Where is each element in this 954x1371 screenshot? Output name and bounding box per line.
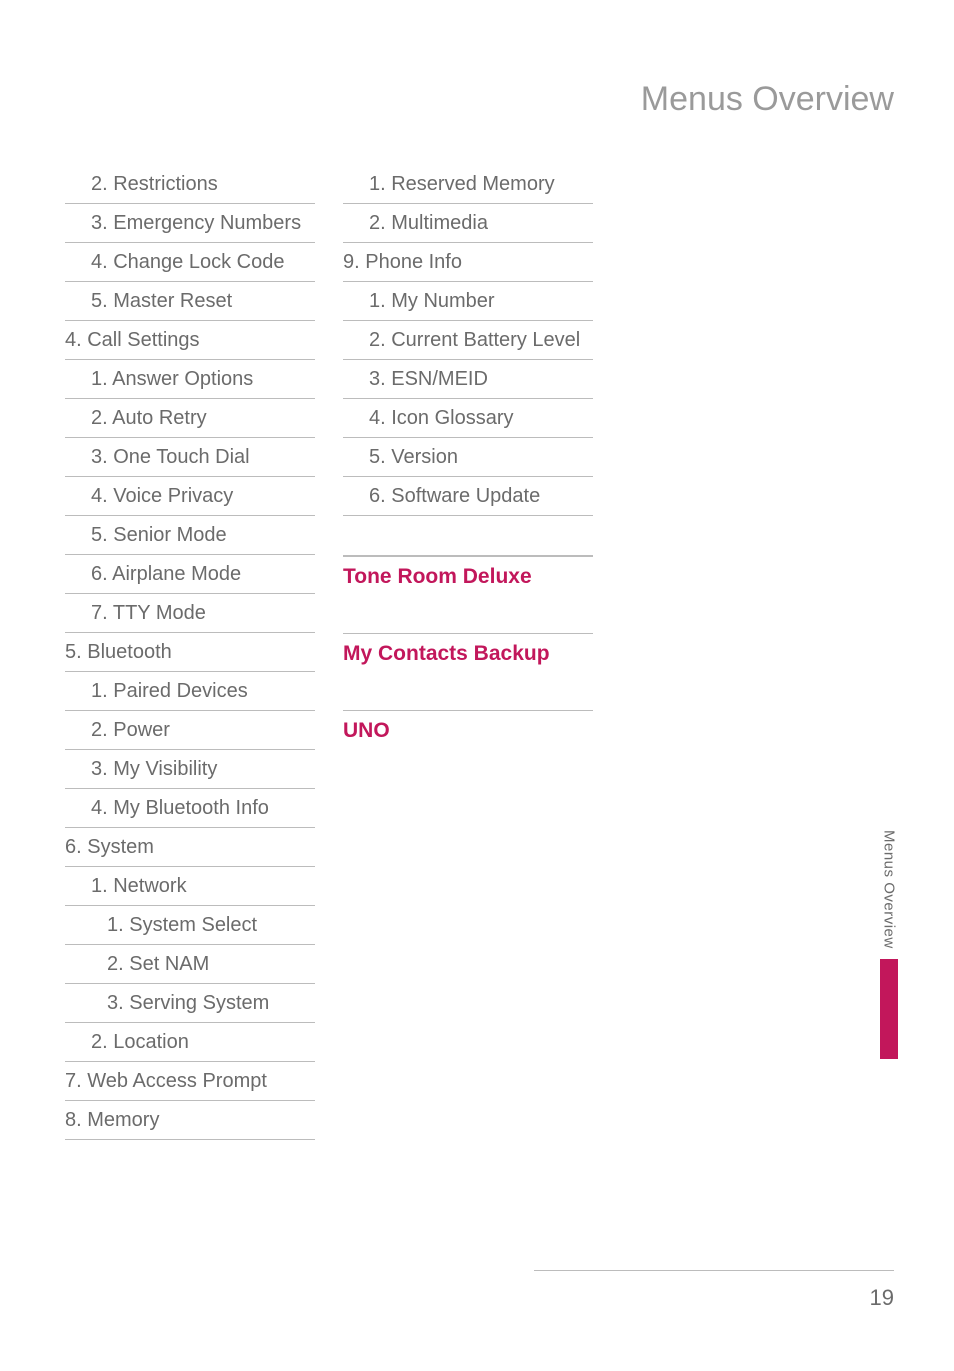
menu-item: 4. My Bluetooth Info: [65, 789, 315, 828]
menu-item: 6. Airplane Mode: [65, 555, 315, 594]
menu-item: 3. My Visibility: [65, 750, 315, 789]
menu-item: 1. Network: [65, 867, 315, 906]
menu-item: 3. Emergency Numbers: [65, 204, 315, 243]
menu-item: 1. Paired Devices: [65, 672, 315, 711]
footer-rule: [534, 1270, 894, 1271]
menu-item: 7. TTY Mode: [65, 594, 315, 633]
section-divider: [343, 516, 593, 556]
menu-item: 3. One Touch Dial: [65, 438, 315, 477]
menu-item: 2. Restrictions: [65, 165, 315, 204]
menu-item: 9. Phone Info: [343, 243, 593, 282]
column-2: 1. Reserved Memory 2. Multimedia 9. Phon…: [343, 165, 593, 1140]
menu-item: 1. System Select: [65, 906, 315, 945]
section-tone-room: Tone Room Deluxe: [343, 556, 593, 595]
menu-item: 2. Current Battery Level: [343, 321, 593, 360]
menu-item: 4. Voice Privacy: [65, 477, 315, 516]
menu-item: 4. Icon Glossary: [343, 399, 593, 438]
section-uno: UNO: [343, 710, 593, 749]
page-title: Menus Overview: [641, 80, 894, 119]
menu-item: 5. Version: [343, 438, 593, 477]
page-number: 19: [870, 1285, 894, 1311]
menu-item: 3. Serving System: [65, 984, 315, 1023]
menu-item: 4. Change Lock Code: [65, 243, 315, 282]
menu-item: 1. Reserved Memory: [343, 165, 593, 204]
menu-item: 2. Set NAM: [65, 945, 315, 984]
menu-item: 2. Power: [65, 711, 315, 750]
menu-item: 6. Software Update: [343, 477, 593, 516]
section-my-contacts: My Contacts Backup: [343, 633, 593, 672]
menu-item: 7. Web Access Prompt: [65, 1062, 315, 1101]
side-tab: Menus Overview: [880, 830, 898, 1059]
menu-item: 5. Master Reset: [65, 282, 315, 321]
menu-item: 2. Multimedia: [343, 204, 593, 243]
menu-item: 1. Answer Options: [65, 360, 315, 399]
content-columns: 2. Restrictions 3. Emergency Numbers 4. …: [65, 165, 593, 1140]
side-tab-indicator: [880, 959, 898, 1059]
menu-item: 3. ESN/MEID: [343, 360, 593, 399]
menu-item: 2. Auto Retry: [65, 399, 315, 438]
section-gap: [343, 595, 593, 633]
menu-item: 6. System: [65, 828, 315, 867]
menu-item: 5. Senior Mode: [65, 516, 315, 555]
menu-item: 1. My Number: [343, 282, 593, 321]
side-tab-label: Menus Overview: [881, 830, 898, 949]
section-gap: [343, 672, 593, 710]
menu-item: 4. Call Settings: [65, 321, 315, 360]
menu-item: 5. Bluetooth: [65, 633, 315, 672]
menu-item: 2. Location: [65, 1023, 315, 1062]
column-1: 2. Restrictions 3. Emergency Numbers 4. …: [65, 165, 315, 1140]
menu-item: 8. Memory: [65, 1101, 315, 1140]
